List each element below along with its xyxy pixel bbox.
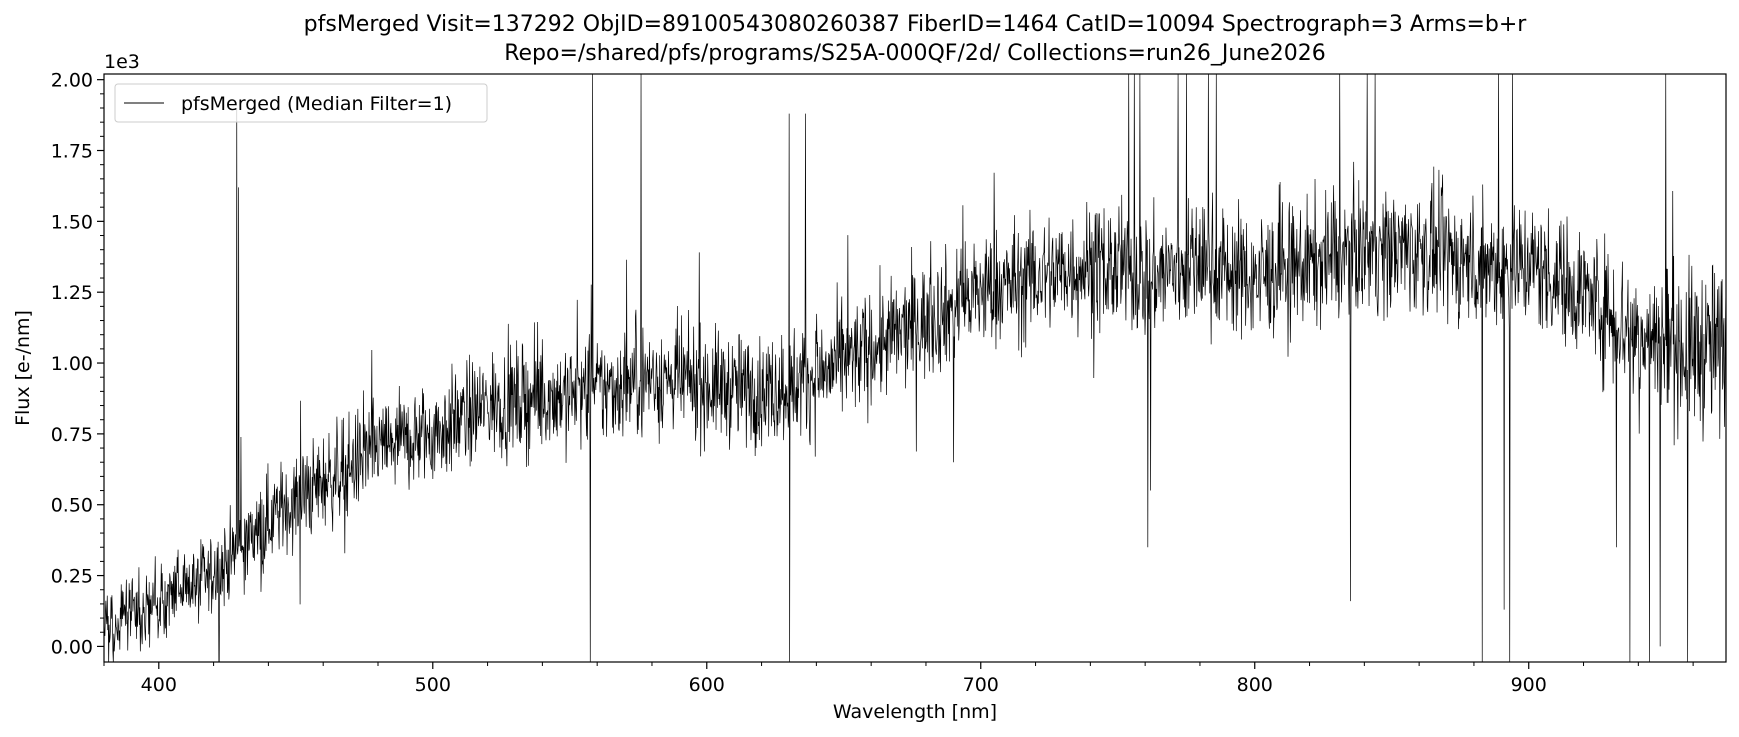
y-tick-label: 0.75 (51, 424, 93, 446)
x-tick-label: 600 (689, 674, 725, 696)
plot-frame (103, 73, 1727, 663)
y-offset-text: 1e3 (104, 51, 140, 73)
y-tick-label: 0.00 (51, 636, 93, 658)
x-tick-label: 400 (141, 674, 177, 696)
y-tick-label: 0.25 (51, 566, 93, 588)
x-tick-label: 500 (415, 674, 451, 696)
y-tick-label: 0.50 (51, 495, 93, 517)
chart-title-line-1: pfsMerged Visit=137292 ObjID=89100543080… (304, 12, 1528, 37)
y-tick-label: 1.00 (51, 353, 93, 375)
x-tick-label: 700 (963, 674, 999, 696)
y-axis-label: Flux [e-/nm] (12, 310, 34, 426)
x-axis: 400 500 600 700 800 900 (103, 662, 1694, 696)
chart-title-line-2: Repo=/shared/pfs/programs/S25A-000QF/2d/… (504, 41, 1326, 66)
series-line-pfsmerged (104, 74, 1726, 662)
y-tick-label: 1.75 (51, 141, 93, 163)
plot-area (103, 73, 1727, 663)
y-tick-label: 1.50 (51, 211, 93, 233)
legend-box (114, 83, 488, 123)
y-tick-label: 2.00 (51, 70, 93, 92)
x-tick-label: 800 (1237, 674, 1273, 696)
series-group (104, 74, 1726, 662)
y-axis: 0.00 0.25 0.50 0.75 1.00 1.25 1.50 1.75 2.00 (51, 70, 104, 658)
legend-label: pfsMerged (Median Filter=1) (181, 93, 452, 115)
y-tick-label: 1.25 (51, 282, 93, 304)
legend: pfsMerged (Median Filter=1) (114, 83, 488, 123)
x-tick-label: 900 (1511, 674, 1547, 696)
x-axis-label: Wavelength [nm] (833, 701, 997, 723)
